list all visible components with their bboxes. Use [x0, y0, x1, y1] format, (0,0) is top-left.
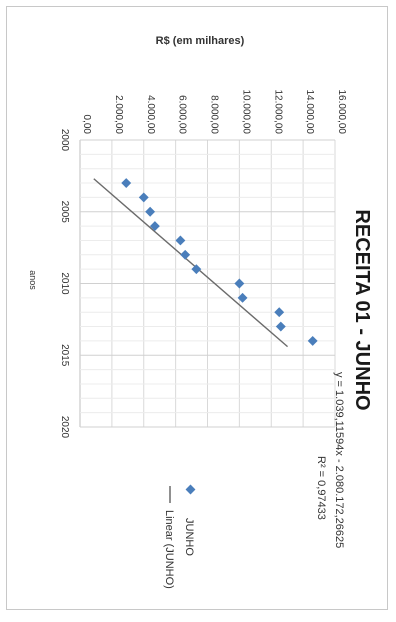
y-tick-label: 0,00: [81, 115, 92, 135]
legend-label-junho: JUNHO: [183, 518, 195, 556]
r-squared-label: R² = 0,97433: [315, 456, 327, 520]
trendline: [93, 178, 289, 348]
y-tick-label: 2.000,00: [113, 95, 124, 134]
y-tick-label: 4.000,00: [145, 95, 156, 134]
y-tick-label: 16.000,00: [336, 90, 347, 135]
y-axis-label: R$ (em milhares): [156, 35, 245, 47]
data-point: [275, 321, 286, 332]
y-tick-label: 10.000,00: [240, 90, 251, 135]
data-point: [191, 264, 202, 275]
x-tick-label: 2015: [59, 344, 70, 367]
data-point: [234, 278, 245, 289]
data-point: [180, 249, 191, 260]
x-axis-label: anos: [28, 270, 38, 290]
chart-border: [6, 6, 388, 610]
data-point: [307, 335, 318, 346]
legend: JUNHO Linear (JUNHO): [163, 484, 196, 589]
y-tick-label: 8.000,00: [209, 95, 220, 134]
data-point: [145, 206, 156, 217]
y-tick-label: 6.000,00: [177, 95, 188, 134]
grid-lines: [79, 139, 336, 428]
tick-labels: 0,00 2.000,00 4.000,00 6.000,00 8.000,00 10.0…: [59, 90, 347, 439]
data-point: [274, 307, 285, 318]
data-point: [237, 292, 248, 303]
y-tick-label: 12.000,00: [272, 90, 283, 135]
data-point: [175, 235, 186, 246]
trendline-group: [93, 178, 289, 348]
y-tick-label: 14.000,00: [304, 90, 315, 135]
data-point: [121, 178, 132, 188]
x-tick-label: 2005: [59, 201, 70, 224]
legend-marker-junho: [185, 484, 196, 495]
x-tick-label: 2000: [59, 129, 70, 152]
chart-labels: RECEITA 01 - JUNHO y = 1.039,11594x - 2.…: [28, 35, 373, 548]
trendline-equation: y = 1.039,11594x - 2.080.172,26625: [333, 372, 345, 548]
data-points: [121, 178, 318, 346]
x-tick-label: 2010: [59, 272, 70, 295]
chart-title: RECEITA 01 - JUNHO: [351, 209, 373, 410]
legend-label-linear: Linear (JUNHO): [163, 510, 175, 589]
data-point: [138, 192, 149, 203]
data-point: [149, 221, 160, 232]
x-tick-label: 2020: [59, 416, 70, 439]
